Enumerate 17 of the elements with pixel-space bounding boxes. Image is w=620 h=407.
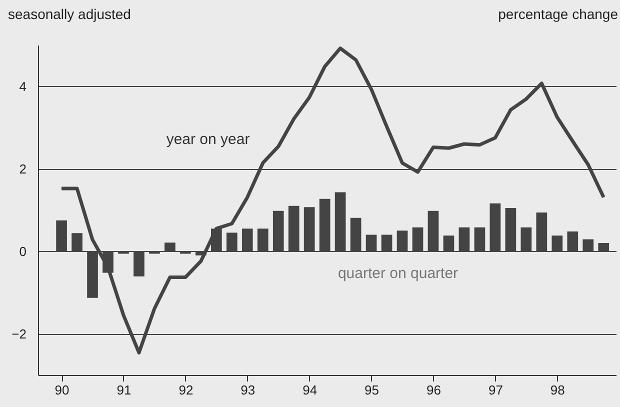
y-tick-label: 4 [19,78,26,94]
y-tick-label: 0 [19,244,26,259]
x-tick-label: 93 [240,382,256,398]
x-tick-label: 96 [426,382,441,398]
text: seasonally adjusted [8,6,131,22]
x-tick-label: 95 [364,382,380,398]
series-label: year on year [166,131,250,148]
y-tick-label: 2 [19,161,26,176]
x-tick-label: 91 [116,382,132,398]
x-tick-label: 94 [302,382,318,398]
text: percentage change [498,6,618,22]
x-tick-label: 97 [488,382,503,398]
x-tick-label: 90 [54,382,70,398]
series-label: quarter on quarter [338,265,458,282]
x-tick-label: 98 [550,382,565,398]
y-tick-label: −2 [12,326,26,342]
x-tick-label: 92 [178,382,194,398]
